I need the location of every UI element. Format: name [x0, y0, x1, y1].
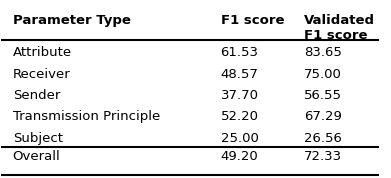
Text: Attribute: Attribute [13, 46, 72, 59]
Text: 72.33: 72.33 [304, 150, 342, 163]
Text: 49.20: 49.20 [221, 150, 258, 163]
Text: Validated
F1 score: Validated F1 score [304, 14, 375, 42]
Text: 48.57: 48.57 [221, 68, 258, 81]
Text: 83.65: 83.65 [304, 46, 341, 59]
Text: Subject: Subject [13, 132, 63, 145]
Text: Transmission Principle: Transmission Principle [13, 110, 160, 123]
Text: 52.20: 52.20 [221, 110, 258, 123]
Text: 56.55: 56.55 [304, 89, 342, 102]
Text: 61.53: 61.53 [221, 46, 258, 59]
Text: Overall: Overall [13, 150, 61, 163]
Text: 75.00: 75.00 [304, 68, 341, 81]
Text: 67.29: 67.29 [304, 110, 341, 123]
Text: Sender: Sender [13, 89, 60, 102]
Text: Parameter Type: Parameter Type [13, 14, 131, 27]
Text: Receiver: Receiver [13, 68, 70, 81]
Text: 26.56: 26.56 [304, 132, 341, 145]
Text: 37.70: 37.70 [221, 89, 258, 102]
Text: F1 score: F1 score [221, 14, 284, 27]
Text: 25.00: 25.00 [221, 132, 258, 145]
